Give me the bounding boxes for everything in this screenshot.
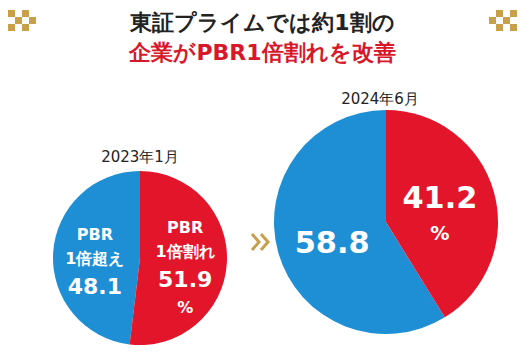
decoration-cell <box>29 17 36 24</box>
title: 東証プライムでは約1割の <box>129 10 394 35</box>
label-line: 48.1 <box>68 274 122 299</box>
title: 企業がPBR1倍割れを改善 <box>128 40 395 65</box>
chart: 東証プライムでは約1割の企業がPBR1倍割れを改善 2023年1月 PBR 1倍超え 4… <box>0 0 525 355</box>
arrow <box>252 234 268 250</box>
decoration-cell <box>496 24 503 31</box>
pie-slice <box>53 171 140 344</box>
label-line: 58.8 <box>295 225 370 260</box>
label-line: 41.2 <box>402 180 477 215</box>
label-line: 51.9 <box>158 267 212 292</box>
pie-title: 2023年1月 <box>101 148 179 166</box>
data-label: 58.8 <box>295 225 370 260</box>
label-line: 1倍割れ <box>156 242 215 261</box>
decoration-cell <box>8 24 15 31</box>
decoration-cell <box>496 10 503 17</box>
pie-chart: 2023年1月 PBR 1倍超え 48.1 PBR 1倍割れ 51.9% <box>53 148 227 345</box>
decoration-cell <box>510 10 517 17</box>
decoration <box>489 10 517 31</box>
slice-category: PBR 1倍超え <box>65 225 124 268</box>
label-line: % <box>177 298 193 317</box>
decoration-cell <box>22 24 29 31</box>
decoration-cell <box>8 10 15 17</box>
label-line: PBR <box>167 218 203 237</box>
slice-category: PBR 1倍割れ <box>156 218 215 261</box>
decoration-cell <box>15 17 22 24</box>
data-label: 48.1 <box>68 274 122 299</box>
decoration-cell <box>510 24 517 31</box>
label-line: 1倍超え <box>65 249 124 268</box>
data-label: 51.9% <box>158 267 212 317</box>
decoration-cell <box>22 10 29 17</box>
pie-chart: 2024年6月 58.8 41.2% <box>274 90 498 334</box>
decoration-cell <box>489 17 496 24</box>
label-line: % <box>430 222 449 245</box>
decoration-cell <box>503 17 510 24</box>
decoration <box>8 10 36 31</box>
data-label: 41.2% <box>402 180 477 245</box>
pie-title: 2024年6月 <box>341 90 419 108</box>
label-line: PBR <box>77 225 113 244</box>
arrow-chevron <box>261 234 268 250</box>
pie-slice <box>130 171 227 345</box>
arrow-chevron <box>252 234 259 250</box>
pie-slice <box>386 110 498 317</box>
